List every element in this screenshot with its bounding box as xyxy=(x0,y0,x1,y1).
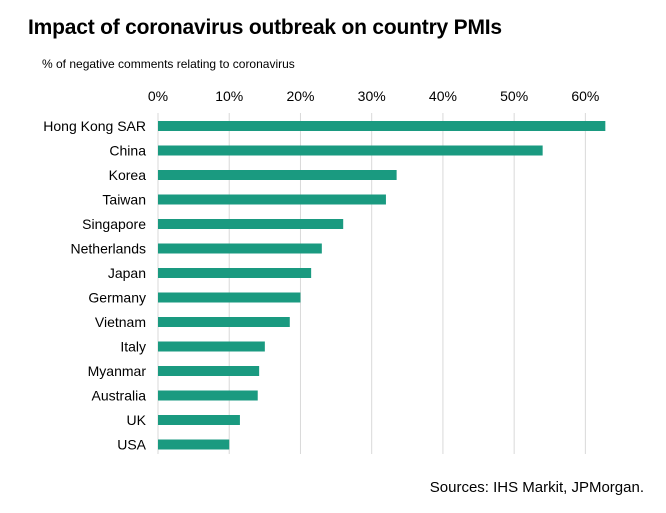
bar xyxy=(158,145,543,156)
bar-chart: Hong Kong SAR China Korea Taiwan Singapore Ne… xyxy=(43,88,606,454)
category-label: UK xyxy=(127,412,147,428)
x-tick-label: 20% xyxy=(286,88,314,104)
x-tick-label: 0% xyxy=(148,88,168,104)
category-label: Japan xyxy=(108,265,146,281)
bar xyxy=(158,292,301,303)
category-label: Singapore xyxy=(82,216,146,232)
category-label: Myanmar xyxy=(88,363,147,379)
category-label: USA xyxy=(117,437,146,453)
chart-subtitle: % of negative comments relating to coron… xyxy=(42,57,295,71)
bar xyxy=(158,439,230,450)
bar xyxy=(158,194,386,205)
category-label: Germany xyxy=(88,290,146,306)
bar xyxy=(158,121,606,131)
x-tick-label: 30% xyxy=(358,88,386,104)
bar xyxy=(158,390,258,401)
category-label: Hong Kong SAR xyxy=(43,118,146,134)
bar xyxy=(158,366,260,376)
category-label: Korea xyxy=(109,167,147,183)
bars xyxy=(158,121,606,450)
bar xyxy=(158,317,290,327)
x-tick-label: 40% xyxy=(429,88,457,104)
bar xyxy=(158,243,322,254)
bar xyxy=(158,341,265,352)
x-tick-label: 50% xyxy=(500,88,528,104)
category-label: Vietnam xyxy=(95,314,146,330)
gridlines xyxy=(157,113,586,454)
category-label: Taiwan xyxy=(102,192,146,208)
category-label: China xyxy=(109,143,146,159)
x-tick-label: 10% xyxy=(215,88,243,104)
category-label: Italy xyxy=(120,339,146,355)
bar xyxy=(158,415,240,425)
x-tick-label: 60% xyxy=(571,88,599,104)
category-label: Netherlands xyxy=(71,241,147,257)
category-label: Australia xyxy=(92,388,147,404)
chart-title: Impact of coronavirus outbreak on countr… xyxy=(28,16,502,39)
category-labels: Hong Kong SAR China Korea Taiwan Singapore Ne… xyxy=(43,118,146,453)
bar xyxy=(158,268,312,278)
bar xyxy=(158,219,344,229)
source-note: Sources: IHS Markit, JPMorgan. xyxy=(429,479,644,496)
x-axis-ticks: 0% 10% 20% 30% 40% 50% 60% xyxy=(148,88,600,104)
bar xyxy=(158,170,397,180)
